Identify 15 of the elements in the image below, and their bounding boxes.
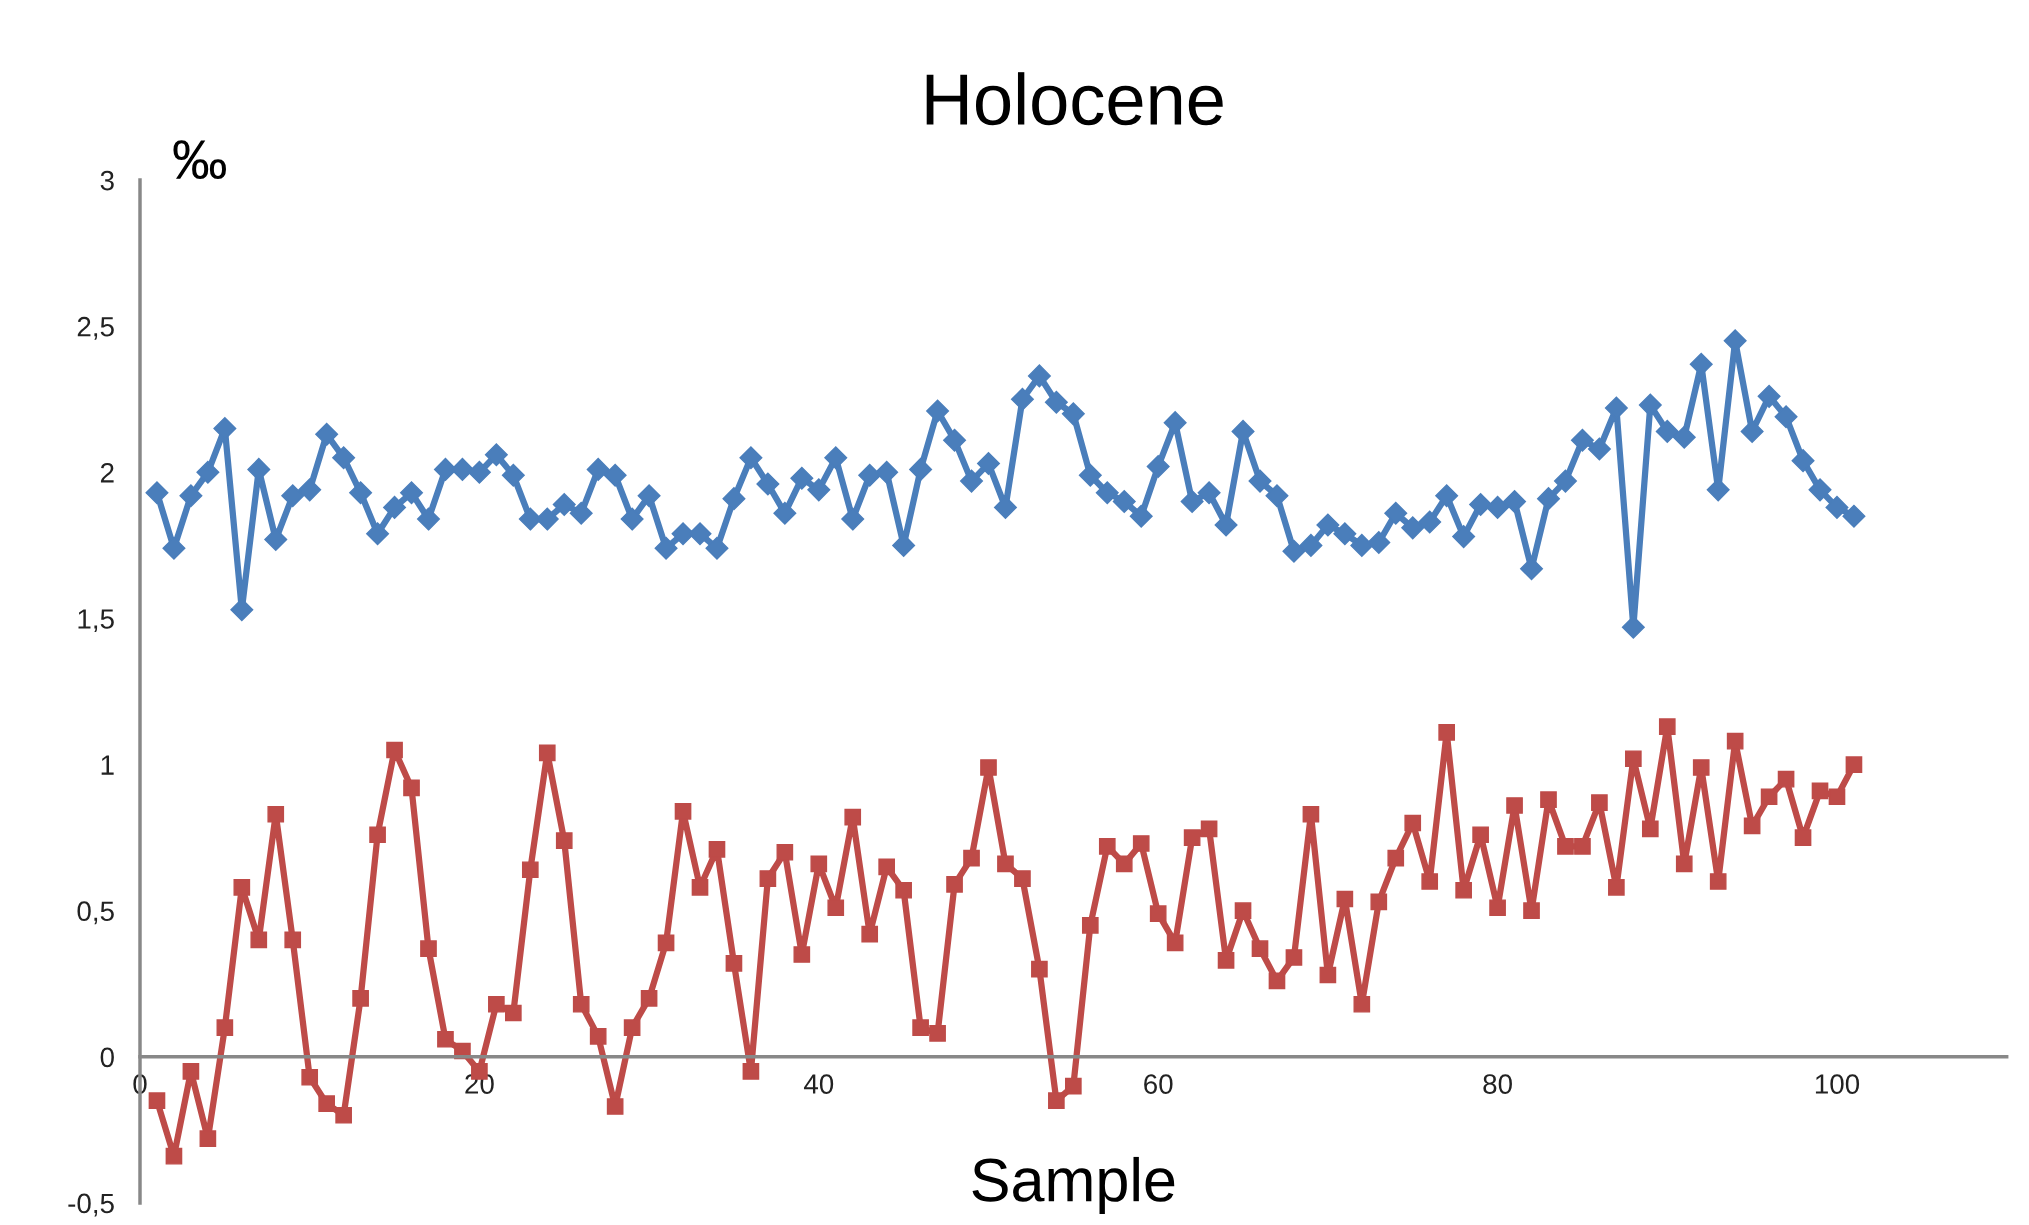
- y-tick-label: 0: [100, 1047, 114, 1068]
- x-tick-label: 40: [803, 1074, 834, 1094]
- chart-title: Holocene: [926, 72, 1223, 126]
- x-tick-label: 100: [1815, 1074, 1860, 1094]
- x-tick-label: 80: [1483, 1074, 1512, 1094]
- y-tick-label: -0,5: [68, 1193, 114, 1217]
- x-tick-label: 60: [1144, 1074, 1173, 1094]
- y-tick-label: 1: [101, 755, 114, 775]
- y-tick-label: 0,5: [77, 901, 114, 925]
- y-axis-title: ‰: [173, 140, 226, 180]
- y-tick-label: 1,5: [78, 609, 114, 633]
- y-tick-label: 2: [100, 462, 114, 483]
- y-tick-label: 2,5: [77, 316, 114, 340]
- x-axis-title: Sample: [972, 1156, 1175, 1214]
- y-tick-label: 3: [100, 170, 114, 191]
